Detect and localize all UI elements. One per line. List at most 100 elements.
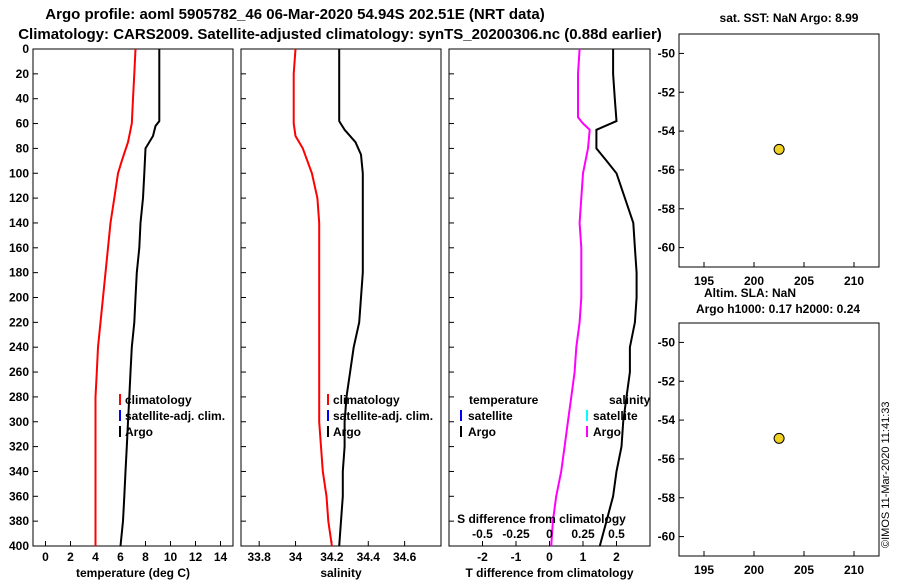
sla_map-ytick-label: -56	[658, 452, 676, 466]
temperature-xtick-label: 12	[189, 550, 203, 564]
sdiff-tick-label: -0.25	[502, 527, 530, 541]
salinity-xtick-label: 34.4	[357, 550, 381, 564]
sst_map-argo-position-marker	[773, 143, 785, 155]
salinity-line-argo	[338, 49, 364, 547]
legend-swatch-salinity	[586, 410, 588, 421]
depth-tick-label: 140	[9, 216, 29, 230]
depth-tick-label: 120	[9, 191, 29, 205]
depth-tick-label: 220	[9, 315, 29, 329]
sst_map-ytick-label: -58	[658, 202, 676, 216]
figure-title-line1: Argo profile: aoml 5905782_46 06-Mar-202…	[45, 6, 544, 23]
copyright-timestamp: ©IMOS 11-Mar-2020 11:41:33	[880, 402, 892, 549]
temperature-legend-label: satellite-adj. clim.	[125, 409, 225, 423]
sst_map-xtick-label: 210	[844, 274, 864, 288]
sdiff-tick-label: 0	[546, 527, 553, 541]
depth-tick-label: 0	[22, 42, 29, 56]
sla-map-title: Altim. SLA: NaN	[704, 286, 796, 300]
temperature-xtick-label: 14	[214, 550, 228, 564]
legend-label-salinity: Argo	[593, 425, 621, 439]
depth-tick-label: 280	[9, 390, 29, 404]
sst_map-xtick-label: 205	[794, 274, 814, 288]
temperature-xtick-label: 2	[67, 550, 74, 564]
temperature-xtick-label: 4	[92, 550, 99, 564]
legend-label-salinity: satellite	[593, 409, 638, 423]
sla_map-argo-position-marker	[773, 432, 785, 444]
salinity-legend-swatch	[327, 410, 329, 421]
salinity-xtick-label: 34	[289, 550, 303, 564]
temperature-legend-swatch	[119, 394, 121, 405]
depth-tick-label: 180	[9, 266, 29, 280]
salinity-legend-label: satellite-adj. clim.	[333, 409, 433, 423]
temperature-line-climatology	[94, 48, 137, 546]
difference-xtick-label: -2	[477, 550, 488, 564]
salinity-profile-panel: 33.8 34 34.2 34.4 34.6 salinity climatology sat…	[240, 48, 442, 580]
sla_map-xtick-label: 205	[794, 563, 814, 577]
sla_map-xtick-label: 210	[844, 563, 864, 577]
depth-tick-label: 240	[9, 340, 29, 354]
legend-label-temperature: Argo	[468, 425, 496, 439]
sla_map-ytick-label: -52	[658, 374, 676, 388]
difference-xtick-label: 0	[546, 550, 553, 564]
salinity-xtick-label: 34.2	[320, 550, 344, 564]
sst_map-ytick-label: -52	[658, 85, 676, 99]
salinity-legend-label: Argo	[333, 425, 361, 439]
depth-tick-label: 160	[9, 241, 29, 255]
sla_map-ytick-label: -60	[658, 530, 676, 544]
sla-map-panel: 195 200 205 210 -50 -52 -54 -56 -58 -60 Altim. SLA…	[658, 286, 880, 577]
sst-map-panel: 195 200 205 210 -50 -52 -54 -56 -58 -60 sat. SST: …	[658, 11, 880, 288]
legend-label-temperature: satellite	[468, 409, 513, 423]
depth-tick-label: 100	[9, 166, 29, 180]
depth-tick-label: 200	[9, 291, 29, 305]
difference-xtick-label: 1	[580, 550, 587, 564]
salinity-xtick-label: 33.8	[248, 550, 272, 564]
sst_map-frame	[678, 33, 880, 268]
sst_map-ytick-label: -50	[658, 46, 676, 60]
sla_map-frame	[678, 322, 880, 557]
sdiff-tick-label: -0.5	[472, 527, 493, 541]
temperature-frame	[32, 48, 234, 547]
difference-xtick-label: 2	[613, 550, 620, 564]
temperature-xtick-label: 10	[164, 550, 178, 564]
depth-tick-label: 300	[9, 415, 29, 429]
difference-frame	[448, 48, 651, 547]
depth-tick-label: 20	[16, 67, 30, 81]
sst_map-ytick-label: -56	[658, 163, 676, 177]
sst_map-ytick-label: -60	[658, 241, 676, 255]
difference-profile-panel: -2 -1 0 1 2 T difference from climatology -0.5…	[448, 48, 651, 580]
temperature-legend-swatch	[119, 410, 121, 421]
temperature-profile-panel: 0 2 4 6 8 10 12 1402040608010012014016018020022…	[9, 42, 234, 580]
depth-tick-label: 360	[9, 489, 29, 503]
salinity-legend-swatch	[327, 426, 329, 437]
sdiff-axis-label: S difference from climatology	[457, 512, 626, 526]
depth-tick-label: 400	[9, 539, 29, 553]
temperature-xlabel: temperature (deg C)	[76, 566, 190, 580]
sst-map-title: sat. SST: NaN Argo: 8.99	[720, 11, 859, 25]
depth-tick-label: 60	[16, 117, 30, 131]
depth-tick-label: 380	[9, 514, 29, 528]
depth-tick-label: 260	[9, 365, 29, 379]
sla-map-subtitle: Argo h1000: 0.17 h2000: 0.24	[696, 302, 860, 316]
legend-title-temperature: temperature	[469, 393, 539, 407]
difference-line-salinity-argo	[550, 48, 591, 547]
legend-title-salinity: salinity	[609, 393, 651, 407]
sla_map-ytick-label: -58	[658, 491, 676, 505]
depth-tick-label: 320	[9, 440, 29, 454]
sla_map-ytick-label: -54	[658, 413, 676, 427]
legend-swatch-temperature	[460, 426, 462, 437]
sdiff-tick-label: 0.5	[608, 527, 625, 541]
sla_map-ytick-label: -50	[658, 335, 676, 349]
difference-xlabel: T difference from climatology	[465, 566, 633, 580]
difference-line-temperature-argo	[595, 49, 638, 547]
sst_map-xtick-label: 200	[744, 274, 764, 288]
difference-xtick-label: -1	[511, 550, 522, 564]
temperature-legend-swatch	[119, 426, 121, 437]
temperature-legend-label: Argo	[125, 425, 153, 439]
temperature-legend-label: climatology	[125, 393, 192, 407]
temperature-xtick-label: 6	[117, 550, 124, 564]
depth-tick-label: 40	[16, 92, 30, 106]
sst_map-xtick-label: 195	[694, 274, 714, 288]
salinity-legend-label: climatology	[333, 393, 400, 407]
salinity-xlabel: salinity	[320, 566, 362, 580]
legend-swatch-salinity	[586, 426, 588, 437]
